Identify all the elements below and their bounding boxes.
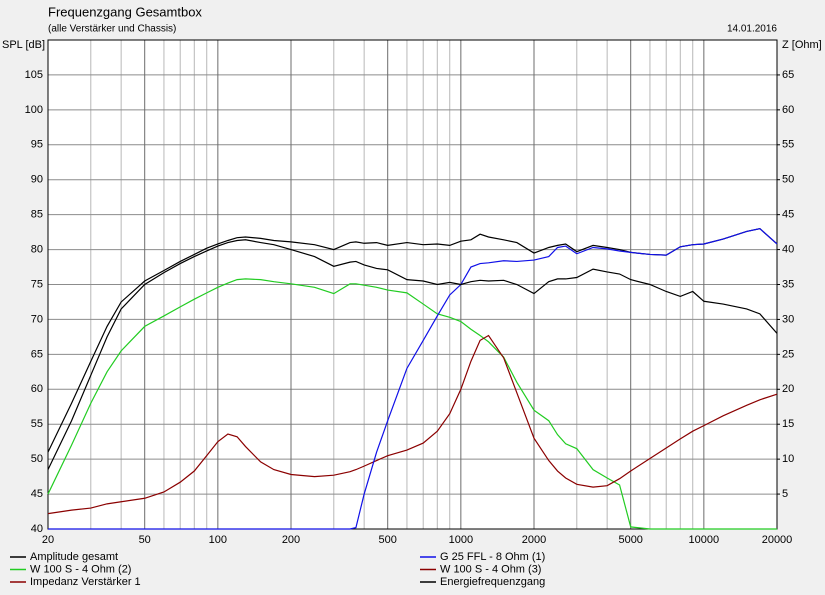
x-tick-label: 1000 xyxy=(449,534,473,546)
legend-label: W 100 S - 4 Ohm (3) xyxy=(440,563,541,575)
y2-tick-label: 20 xyxy=(782,383,794,395)
y-tick-label: 45 xyxy=(31,488,43,500)
legend-label: Amplitude gesamt xyxy=(30,551,118,563)
y-tick-label: 75 xyxy=(31,278,43,290)
series-line xyxy=(47,334,778,515)
x-tick-label: 20000 xyxy=(762,534,793,546)
legend-label: Impedanz Verstärker 1 xyxy=(30,576,141,588)
y-tick-label: 50 xyxy=(31,453,43,465)
y2-tick-label: 65 xyxy=(782,69,794,81)
x-tick-label: 100 xyxy=(209,534,227,546)
x-tick-label: 5000 xyxy=(618,534,642,546)
y-tick-label: 100 xyxy=(25,104,43,116)
legend-label: G 25 FFL - 8 Ohm (1) xyxy=(440,551,545,563)
y-tick-label: 70 xyxy=(31,313,43,325)
y-tick-label: 40 xyxy=(31,523,43,535)
y2-tick-label: 45 xyxy=(782,209,794,221)
y-tick-label: 85 xyxy=(31,209,43,221)
y-tick-label: 55 xyxy=(31,418,43,430)
y-tick-label: 95 xyxy=(31,139,43,151)
y2-tick-label: 15 xyxy=(782,418,794,430)
x-tick-label: 20 xyxy=(42,534,54,546)
x-tick-label: 2000 xyxy=(522,534,546,546)
y2-tick-label: 35 xyxy=(782,278,794,290)
y2-tick-label: 5 xyxy=(782,488,788,500)
y2-tick-label: 25 xyxy=(782,348,794,360)
y-tick-label: 65 xyxy=(31,348,43,360)
legend-label: W 100 S - 4 Ohm (2) xyxy=(30,563,131,575)
legend-label: Energiefrequenzgang xyxy=(440,576,545,588)
chart-title: Frequenzgang Gesamtbox xyxy=(48,4,202,19)
y2-axis-label: Z [Ohm] xyxy=(782,39,822,51)
series-line xyxy=(47,278,777,530)
y2-tick-label: 60 xyxy=(782,104,794,116)
y2-tick-label: 30 xyxy=(782,313,794,325)
date: 14.01.2016 xyxy=(727,24,777,35)
series-line xyxy=(48,227,778,530)
y2-tick-label: 40 xyxy=(782,243,794,255)
y-tick-label: 60 xyxy=(31,383,43,395)
x-tick-label: 50 xyxy=(139,534,151,546)
y-tick-label: 90 xyxy=(31,174,43,186)
chart-subtitle: (alle Verstärker und Chassis) xyxy=(48,24,176,35)
y-axis-label: SPL [dB] xyxy=(2,39,45,51)
y2-tick-label: 55 xyxy=(782,139,794,151)
y-tick-label: 80 xyxy=(31,243,43,255)
plot-border xyxy=(47,39,778,530)
x-tick-label: 500 xyxy=(379,534,397,546)
series-line xyxy=(47,239,778,470)
x-tick-label: 200 xyxy=(282,534,300,546)
y-tick-label: 105 xyxy=(25,69,43,81)
x-tick-label: 10000 xyxy=(689,534,720,546)
y2-tick-label: 50 xyxy=(782,174,794,186)
y2-tick-label: 10 xyxy=(782,453,794,465)
